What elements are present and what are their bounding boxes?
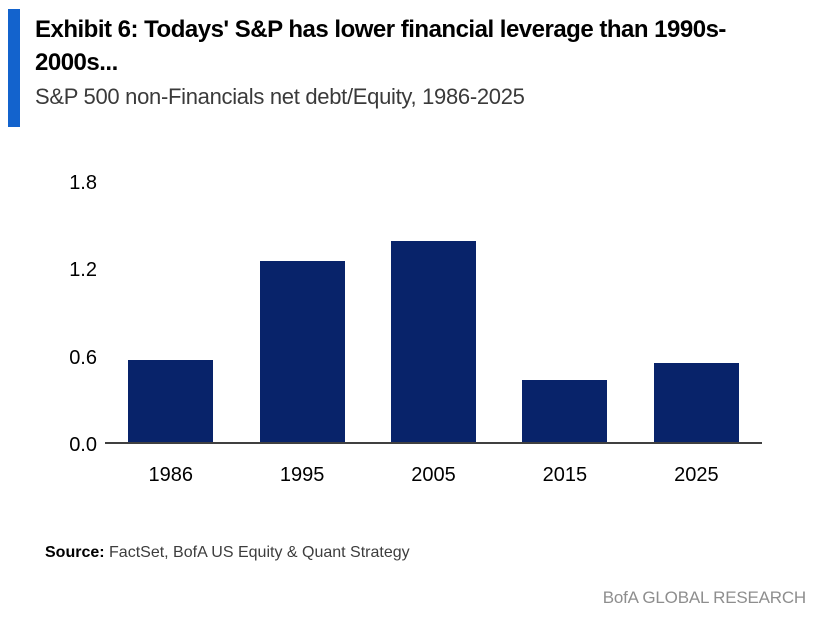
y-tick-label-1.2: 1.2	[69, 259, 97, 282]
y-tick-label-0.0: 0.0	[69, 434, 97, 456]
bar-1995	[259, 261, 345, 442]
y-tick-label-0.6: 0.6	[69, 346, 97, 369]
source-label: Source:	[45, 544, 105, 561]
x-tick-label-1986: 1986	[148, 464, 193, 486]
bar-2005	[391, 241, 477, 442]
bar-2015	[522, 379, 608, 442]
x-axis: 1986 1995 2005 2015 2025	[105, 463, 762, 487]
header: Exhibit 6: Todays' S&P has lower financi…	[35, 13, 810, 110]
x-tick-label-2015: 2015	[542, 464, 588, 486]
bar-2025	[653, 362, 739, 442]
source-text: FactSet, BofA US Equity & Quant Strategy	[104, 544, 410, 561]
source-line: Source: FactSet, BofA US Equity & Quant …	[45, 543, 410, 563]
bar-slot-2015	[499, 182, 630, 442]
x-tick-label-2025: 2025	[674, 464, 719, 486]
exhibit-title-line1: Exhibit 6: Todays' S&P has lower financi…	[35, 16, 726, 43]
title-accent-bar	[8, 9, 20, 127]
bar-1986	[128, 359, 214, 442]
bofa-global-research-brand: BofA GLOBAL RESEARCH	[602, 588, 806, 607]
y-tick-label-1.8: 1.8	[69, 172, 97, 194]
exhibit-title-line2: 2000s...	[35, 49, 118, 76]
chart-subtitle: S&P 500 non-Financials net debt/Equity, …	[35, 84, 525, 109]
y-axis: 0.0 0.6 1.2 1.8	[40, 0, 97, 470]
bar-slot-1986	[105, 182, 236, 442]
x-tick-label-2005: 2005	[411, 464, 456, 486]
bar-slot-2025	[631, 182, 762, 442]
bar-slot-1995	[236, 182, 367, 442]
x-tick-label-1995: 1995	[279, 464, 325, 486]
plot-area	[105, 182, 762, 444]
bar-slot-2005	[368, 182, 499, 442]
